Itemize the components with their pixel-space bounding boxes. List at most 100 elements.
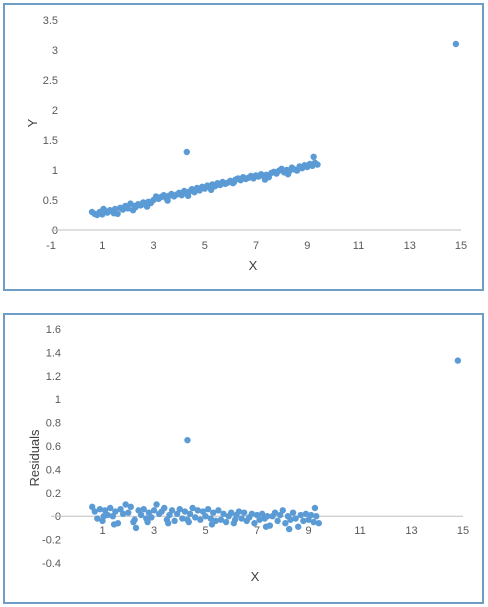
data-point	[164, 197, 171, 204]
data-point	[101, 507, 109, 514]
x-tick-label: 5	[202, 240, 208, 252]
data-point	[107, 504, 114, 512]
data-point	[109, 513, 117, 520]
data-point	[124, 205, 132, 212]
x-tick-label: 3	[151, 525, 157, 537]
data-point	[117, 505, 124, 513]
data-point	[194, 507, 201, 514]
data-point	[140, 505, 147, 513]
y-tick-label: 0.6	[46, 441, 61, 453]
data-point	[122, 501, 129, 508]
x-tick-label: 9	[304, 240, 310, 252]
data-point	[202, 513, 209, 520]
data-point	[184, 192, 192, 199]
data-point	[258, 510, 266, 518]
data-point	[153, 501, 160, 508]
data-point	[300, 517, 307, 525]
y-tick-label: 0.4	[46, 464, 61, 476]
y-tick-label: 1.6	[46, 324, 61, 336]
data-point	[297, 511, 304, 519]
data-point	[148, 514, 155, 521]
x-tick-label: 11	[353, 240, 364, 252]
y-tick-label: -0.2	[42, 535, 61, 547]
x-tick-label: 7	[254, 525, 260, 537]
data-point	[279, 507, 286, 514]
data-point	[284, 171, 292, 178]
data-point	[199, 508, 207, 515]
data-point	[208, 521, 216, 528]
data-point	[181, 508, 189, 515]
data-point	[314, 161, 321, 168]
y-tick-label: 2	[52, 105, 58, 117]
data-point	[248, 510, 256, 518]
y-tick-label: 1.4	[46, 347, 61, 359]
data-point	[145, 509, 153, 516]
data-point	[110, 521, 118, 528]
data-point	[238, 515, 245, 522]
data-point	[173, 510, 181, 518]
data-point	[94, 515, 101, 522]
data-point	[207, 186, 215, 193]
x-tick-label: 1	[99, 240, 105, 252]
x-tick-label: 9	[305, 525, 311, 537]
y-tick-label: 0	[55, 511, 61, 523]
x-tick-label: -1	[46, 240, 56, 252]
y-axis-title: Residuals	[27, 429, 42, 487]
chart-panel-residuals-vs-x: -0.4 -0.2 0 0.2 0.4 0.6 0.8 1 1.2 1.4 1.6 1 3 5 7 9 11 13…	[3, 313, 484, 604]
y-tick-label: 1	[55, 394, 61, 406]
data-point	[100, 513, 107, 520]
data-point	[131, 516, 138, 523]
data-point	[176, 505, 183, 513]
data-point	[144, 518, 151, 526]
x-tick-label: 7	[253, 240, 259, 252]
y-tick-label: 3	[52, 45, 58, 57]
data-point	[271, 509, 279, 516]
x-tick-label: 5	[202, 525, 208, 537]
data-point	[119, 510, 127, 518]
data-point	[110, 210, 117, 217]
y-tick-label: 1	[52, 165, 58, 177]
y-tick-label: 3.5	[43, 15, 58, 27]
data-point	[112, 508, 119, 515]
data-point	[143, 203, 151, 210]
data-point	[235, 508, 243, 515]
data-point	[454, 357, 462, 364]
data-point	[207, 515, 214, 522]
data-point	[274, 517, 281, 525]
y-axis-title: Y	[25, 118, 40, 127]
chart-panel-y-vs-x: 0 0.5 1 1.5 2 2.5 3 3.5 -1 1 3 5 7 9 11 13 15 X Y	[3, 3, 484, 291]
data-point	[313, 513, 320, 520]
data-point	[197, 516, 204, 523]
x-tick-label: 1	[99, 525, 105, 537]
data-point	[282, 520, 289, 527]
scatter-plot-y-vs-x: 00.511.522.533.5-1 1 3 5 7 9 11 13 15 X Y	[25, 15, 467, 273]
data-point	[253, 511, 261, 519]
data-point	[289, 509, 297, 516]
data-point	[307, 511, 315, 519]
data-point	[100, 205, 107, 213]
data-point	[131, 202, 138, 210]
data-point	[185, 518, 192, 526]
y-tick-label: 2.5	[43, 75, 58, 87]
x-tick-label: 13	[404, 240, 416, 252]
data-point	[302, 510, 310, 518]
data-point	[261, 176, 269, 183]
data-point	[135, 507, 142, 514]
y-tick-label: 0.8	[46, 418, 61, 430]
data-point	[310, 153, 317, 160]
data-point	[132, 524, 140, 532]
x-tick-label: 15	[457, 525, 469, 537]
scatter-plot-residuals-vs-x: -0.4-0.200.20.40.60.811.21.41.61 3 5 7 9 11 13…	[27, 324, 469, 584]
x-axis-title: X	[251, 569, 260, 584]
data-point	[150, 507, 158, 514]
data-point	[183, 148, 191, 156]
data-point	[179, 515, 186, 522]
data-point	[251, 520, 258, 527]
y-tick-label: 0	[52, 225, 58, 237]
data-point	[204, 505, 212, 513]
data-point	[91, 508, 98, 515]
x-tick-label: 13	[405, 525, 417, 537]
data-point	[96, 505, 104, 513]
data-point	[262, 523, 270, 530]
data-point	[220, 510, 227, 518]
